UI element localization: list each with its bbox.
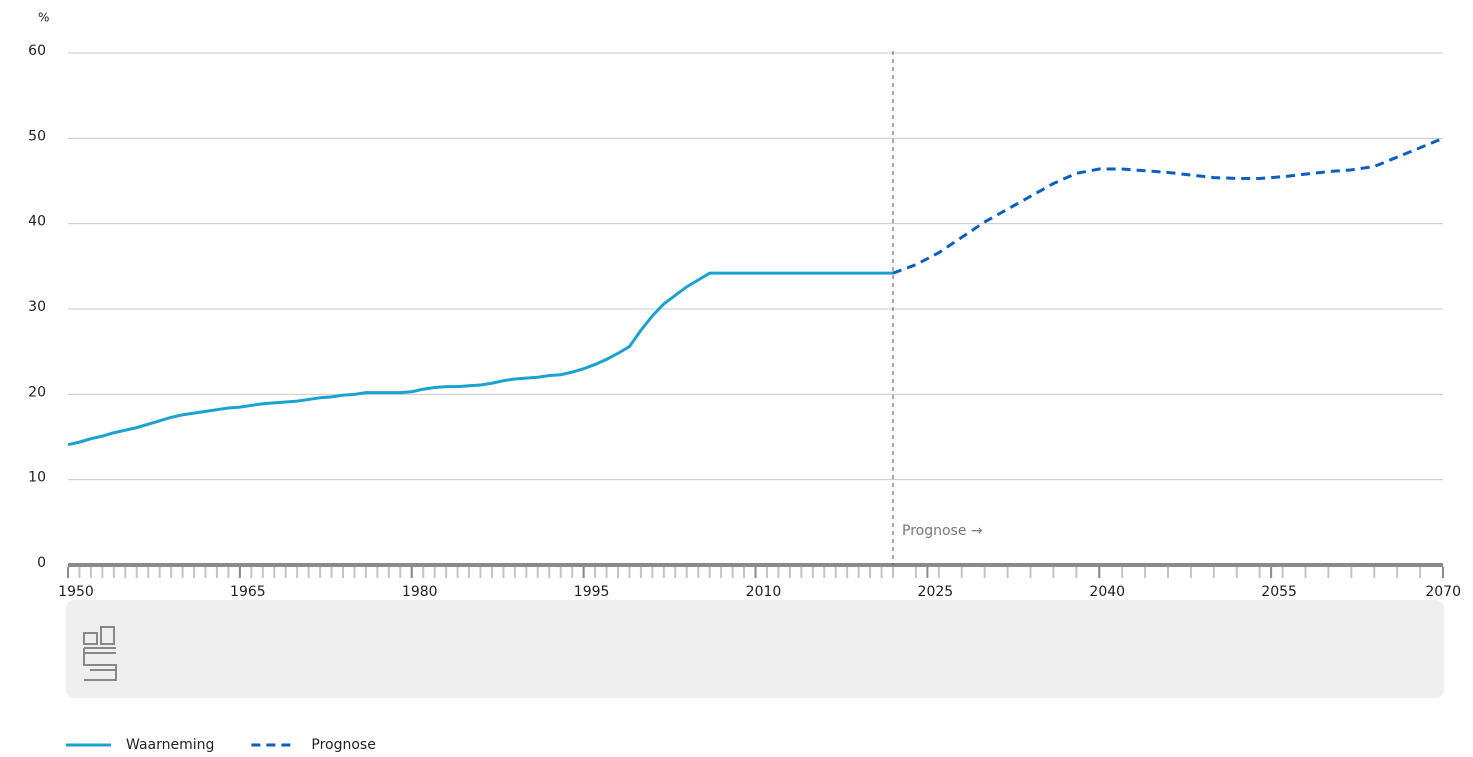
legend-label: Waarneming (126, 737, 214, 753)
footer-panel (66, 600, 1444, 698)
x-tick-label: 1995 (574, 584, 610, 600)
x-tick-label: 1965 (230, 584, 266, 600)
x-tick-label: 2070 (1425, 584, 1461, 600)
y-tick-label: 50 (28, 128, 46, 144)
y-unit: % (38, 11, 49, 25)
legend-label: Prognose (311, 737, 375, 753)
y-tick-label: 30 (28, 299, 46, 315)
y-tick-label: 20 (28, 384, 46, 400)
series-line (67, 271, 893, 447)
x-tick-label: 1980 (402, 584, 438, 600)
x-tick-label: 2025 (918, 584, 954, 600)
x-tick-label: 2040 (1089, 584, 1125, 600)
forecast-annotation: Prognose → (902, 523, 983, 539)
cbs-logo (83, 626, 117, 681)
x-tick-label: 2010 (746, 584, 782, 600)
x-tick-label: 2055 (1261, 584, 1297, 600)
y-tick-label: 0 (37, 555, 46, 571)
y-tick-label: 10 (28, 470, 46, 486)
series-line (892, 136, 1444, 275)
y-tick-label: 60 (28, 43, 46, 59)
y-tick-label: 40 (28, 214, 46, 230)
x-tick-label: 1950 (58, 584, 94, 600)
